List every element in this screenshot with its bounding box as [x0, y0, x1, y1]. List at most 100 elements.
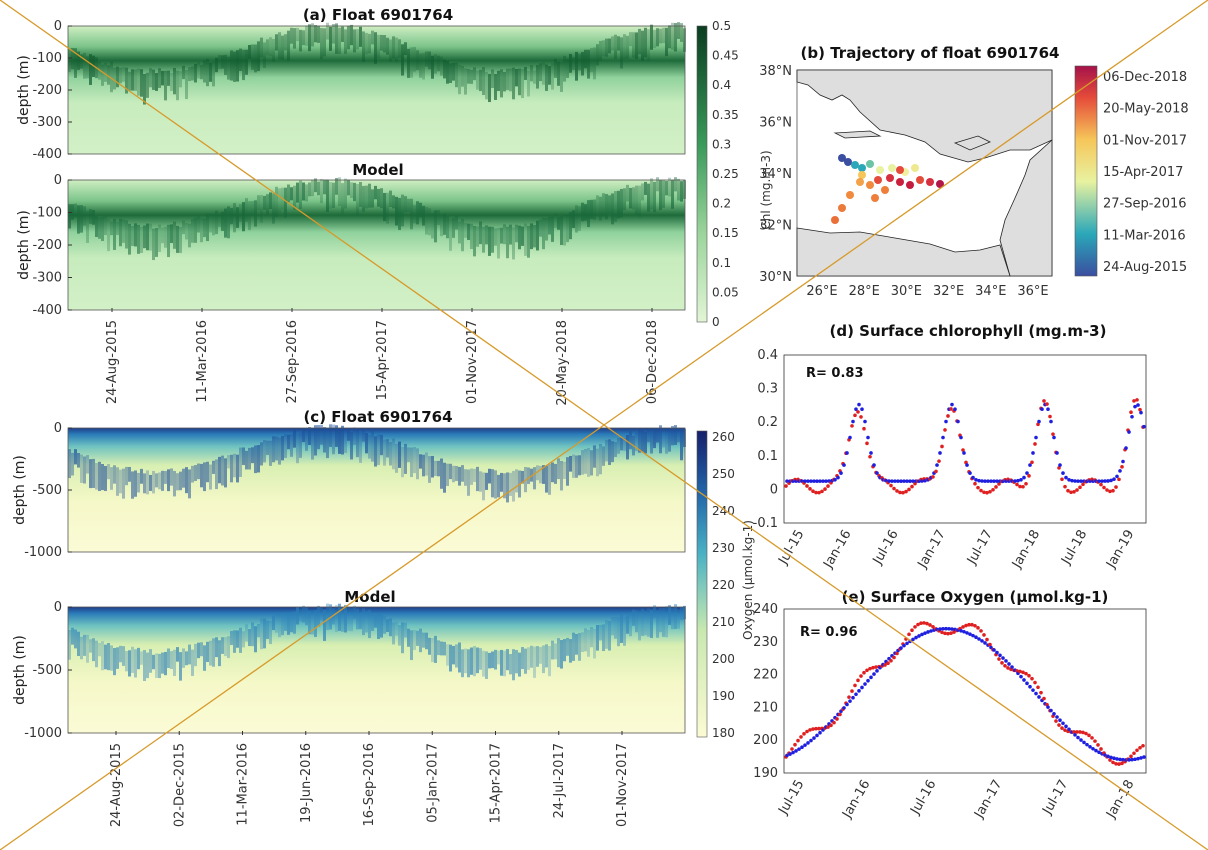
model-point	[1139, 756, 1143, 760]
model-point	[824, 479, 828, 483]
model-point	[1079, 738, 1083, 742]
float-point	[814, 490, 818, 495]
chl-colorbar-tick: 0.05	[712, 285, 739, 299]
ytA1-label: -100	[32, 51, 62, 66]
model-point	[983, 641, 987, 645]
xtA2-label: 11-Mar-2016	[195, 320, 210, 403]
chl-colorbar-tick: 0.35	[712, 108, 739, 122]
model-point	[1133, 404, 1137, 409]
model-point	[986, 479, 990, 483]
float-point	[850, 689, 854, 693]
float-point	[1042, 696, 1046, 701]
model-point	[1049, 419, 1053, 424]
trajectory-point	[838, 204, 846, 212]
float-point	[1129, 754, 1133, 759]
float-point	[910, 484, 914, 489]
chl-colorbar-tick: 0.2	[712, 197, 731, 211]
model-point	[971, 633, 975, 638]
model-point	[1106, 479, 1110, 483]
float-point	[1027, 673, 1031, 678]
float-point	[1063, 484, 1067, 489]
float-point	[1129, 410, 1133, 415]
model-point	[1040, 407, 1044, 412]
float-point	[1099, 747, 1103, 751]
model-point	[920, 632, 924, 637]
chl-colorbar: 0.5 0.45 0.4 0.35 0.3 0.25 0.2 0.15 0.1 0.05 0 Chl…	[696, 19, 773, 329]
float-point	[850, 424, 854, 428]
model-point	[1076, 735, 1080, 740]
ytE-label: 240	[753, 602, 778, 617]
float-point	[907, 632, 911, 637]
xtA2-label: 24-Aug-2015	[105, 320, 120, 404]
panel-e-oxy: (e) Surface Oxygen (µmol.kg-1) R= 0.96 2…	[753, 588, 1147, 822]
model-point	[803, 479, 807, 483]
model-point	[851, 695, 855, 700]
float-point	[1060, 726, 1064, 730]
model-point	[974, 635, 978, 640]
float-point	[1138, 407, 1142, 412]
float-point	[889, 658, 893, 663]
float-point	[874, 665, 878, 669]
panel-c-model-xticks: 24-Aug-2015 02-Dec-2015 11-Mar-2016 19-Jun-…	[109, 731, 630, 827]
ytC1-label: -1000	[24, 545, 62, 560]
model-point	[860, 407, 864, 412]
model-point	[908, 479, 912, 483]
float-point	[868, 454, 872, 459]
float-point	[1018, 484, 1022, 489]
panel-d-r-value: R= 0.83	[806, 366, 864, 381]
panel-b-xticks: 26°E 28°E 30°E 32°E 34°E 36°E	[806, 284, 1048, 299]
float-point	[1078, 730, 1082, 734]
float-point	[838, 712, 842, 717]
xtD-label: Jan-19	[1103, 528, 1137, 572]
trajectory-point	[838, 154, 846, 162]
map-lon-tick: 36°E	[1017, 284, 1048, 299]
model-point	[887, 479, 891, 483]
model-point	[1016, 478, 1020, 483]
trajectory-point	[888, 164, 896, 172]
model-point	[821, 479, 825, 483]
float-point	[1036, 685, 1040, 690]
model-point	[1031, 451, 1035, 455]
ytC2-label: -1000	[24, 726, 62, 741]
model-point	[1115, 757, 1119, 761]
trajectory-point	[916, 176, 924, 184]
model-point	[1007, 662, 1011, 666]
map-lon-tick: 26°E	[806, 284, 837, 299]
trajectory-colorbar-tick: 11-Mar-2016	[1103, 228, 1186, 243]
model-point	[863, 419, 867, 424]
float-point	[1108, 489, 1112, 494]
model-point	[1025, 681, 1029, 686]
float-point	[961, 448, 965, 452]
float-point	[1135, 748, 1139, 753]
model-point	[1046, 705, 1050, 709]
float-point	[1000, 661, 1004, 665]
trajectory-point	[871, 194, 879, 202]
heatmap-c-float-texture	[68, 424, 686, 503]
model-point	[872, 463, 876, 467]
model-point	[1079, 479, 1083, 483]
float-point	[1105, 488, 1109, 492]
model-point	[1028, 463, 1032, 467]
float-point	[1117, 762, 1121, 766]
panel-c-model: Model depth (m) 0 -500 -1000 24-Aug-2015 02…	[12, 588, 686, 827]
xtD-label: Jul-17	[964, 528, 996, 568]
model-point	[857, 689, 861, 693]
float-point	[937, 459, 941, 463]
model-point	[929, 629, 933, 633]
crete	[833, 130, 882, 139]
ytA2-label: 0	[54, 173, 62, 188]
float-point	[814, 726, 818, 731]
chl-colorbar-label: Chl (mg.m-3)	[759, 150, 773, 229]
panel-a-model: Model depth (m) 0 -100 -200 -300 -400 24-Aug…	[16, 161, 686, 406]
float-point	[796, 738, 800, 743]
xtE-label: Jan-18	[1103, 778, 1137, 822]
model-point	[1055, 451, 1059, 455]
float-point	[859, 674, 863, 678]
model-point	[1001, 656, 1005, 660]
ytA1-label: -400	[32, 147, 62, 162]
ytA2-label: -300	[32, 271, 62, 286]
model-point	[854, 692, 858, 697]
model-point	[812, 479, 816, 483]
trajectory-point	[831, 216, 839, 224]
